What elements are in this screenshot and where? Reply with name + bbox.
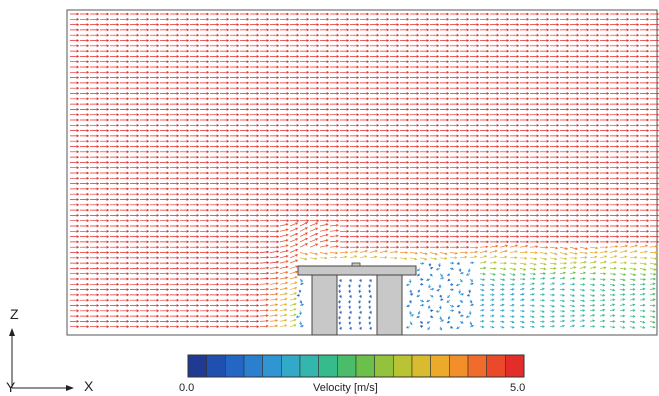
velocity-arrow-group [269, 244, 659, 328]
colorbar-cell [430, 354, 450, 378]
colorbar-cell [206, 354, 226, 378]
velocity-arrow-group [279, 255, 658, 328]
velocity-arrow-group [499, 282, 586, 329]
structure [297, 262, 417, 336]
colorbar-cell [374, 354, 394, 378]
deck-slab [297, 265, 417, 276]
velocity-vectors [70, 12, 659, 331]
colorbar-cell [299, 354, 319, 378]
colorbar-frame [187, 354, 525, 378]
velocity-arrow-group [70, 12, 659, 329]
velocity-arrow-group [479, 283, 525, 329]
colorbar-cell [262, 354, 282, 378]
colorbar-cells [187, 354, 525, 378]
velocity-arrow-group [479, 266, 657, 276]
colorbar-cell [337, 354, 357, 378]
left-pier [311, 274, 338, 336]
colorbar-cell [486, 354, 506, 378]
colorbar-cell [281, 354, 301, 378]
colorbar-cell [225, 354, 245, 378]
colorbar-cell [355, 354, 375, 378]
deck-top-bump [351, 262, 361, 267]
x-axis-arrowhead [66, 385, 74, 391]
colorbar-title: Velocity [m/s] [313, 382, 378, 394]
velocity-arrow-group [296, 262, 472, 331]
velocity-arrow-group [299, 263, 474, 328]
velocity-arrow-group [289, 260, 658, 328]
colorbar-cell [411, 354, 431, 378]
colorbar-cell [318, 354, 338, 378]
velocity-arrow-group [419, 309, 434, 328]
z-axis-label: Z [10, 306, 19, 322]
colorbar-cell [187, 354, 207, 378]
colorbar-cell [449, 354, 469, 378]
axes-indicator: Z Y X [6, 306, 94, 395]
colorbar-min-label: 0.0 [179, 382, 194, 394]
x-axis-label: X [84, 378, 94, 394]
velocity-colorbar: 0.0 Velocity [m/s] 5.0 [179, 354, 525, 394]
velocity-arrow-group [279, 249, 658, 306]
velocity-arrow-group [479, 272, 657, 329]
colorbar-max-label: 5.0 [510, 382, 525, 394]
velocity-vector-field [66, 9, 659, 336]
domain-frame [66, 9, 658, 336]
y-axis-label: Y [6, 379, 16, 395]
velocity-arrow-group [259, 221, 339, 328]
right-pier [376, 274, 403, 336]
z-axis-arrowhead [9, 328, 15, 336]
velocity-arrow-group [479, 276, 646, 329]
velocity-arrow-group [295, 261, 475, 331]
colorbar-cell [393, 354, 413, 378]
colorbar-cell [243, 354, 263, 378]
colorbar-cell [467, 354, 487, 378]
colorbar-cell [505, 354, 525, 378]
velocity-arrow-group [489, 266, 657, 271]
